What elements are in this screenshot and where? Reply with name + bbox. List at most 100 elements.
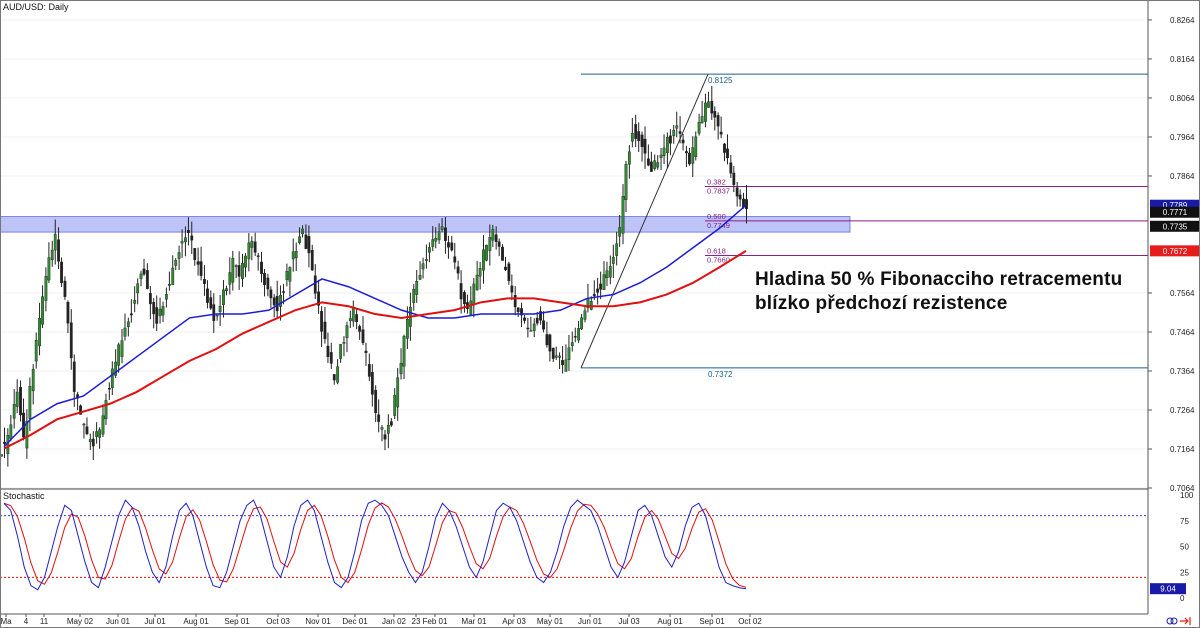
candle-body: [634, 124, 638, 139]
candle-body: [180, 241, 184, 244]
candle-body: [507, 263, 511, 282]
candle-body: [298, 236, 301, 243]
candle-body: [456, 266, 460, 274]
candle-body: [145, 270, 149, 289]
candle-body: [434, 238, 438, 242]
candle-body: [440, 226, 444, 230]
grid: [0, 19, 1148, 489]
candle-body: [209, 297, 213, 309]
candle-body: [377, 414, 381, 422]
candles: [0, 85, 748, 467]
candle-body: [367, 364, 371, 377]
candle-body: [523, 317, 526, 321]
candle-body: [91, 438, 95, 447]
candle-body: [136, 283, 140, 294]
time-tick-label: Jun 01: [578, 617, 603, 626]
candle-body: [355, 314, 359, 322]
fib-price-label: 0.7749: [707, 221, 730, 230]
price-badge-label: 0.7672: [1163, 247, 1188, 256]
candle-body: [177, 252, 181, 259]
candle-body: [57, 239, 60, 262]
price-axis[interactable]: 0.8264 0.8164 0.8064 0.7964 0.7864 0.7564 0.74…: [1147, 0, 1195, 614]
candle-body: [98, 429, 102, 438]
candle-body: [627, 151, 631, 165]
candle-body: [364, 350, 368, 353]
price-badge: [1150, 206, 1200, 218]
candle-body: [190, 235, 194, 241]
candle-body: [114, 361, 118, 376]
candle-body: [668, 135, 672, 144]
candle-body: [643, 138, 647, 154]
time-axis[interactable]: Ma 4 11 May 02 Jun 01 Jul 01 Aug 01 Sep 01 Oct 0…: [0, 613, 1148, 626]
candle-body: [513, 295, 517, 308]
candle-body: [640, 134, 644, 148]
stochastic-panel: 100 75 50 25 0 9.04: [0, 488, 1194, 603]
candle-body: [107, 388, 111, 390]
candle-body: [608, 266, 612, 278]
candle-body: [469, 300, 473, 315]
candle-body: [50, 249, 54, 261]
candle-body: [69, 322, 73, 359]
axis-tick-label: 0.8264: [1170, 16, 1195, 25]
candle-body: [171, 267, 175, 285]
arrow-icon[interactable]: [1180, 617, 1191, 625]
fib-ratio-label: 0.500: [707, 212, 726, 221]
candle-body: [713, 111, 717, 118]
time-tick-label: Aug 01: [183, 617, 209, 626]
candle-body: [691, 147, 695, 164]
candle-body: [386, 425, 390, 434]
candle-body: [241, 263, 244, 279]
candle-body: [164, 294, 168, 300]
candle-body: [47, 257, 51, 281]
axis-tick-label: 0.7464: [1170, 328, 1195, 337]
candle-body: [301, 228, 304, 235]
candle-body: [101, 415, 105, 435]
candle-body: [482, 249, 485, 271]
candle-body: [510, 285, 514, 293]
candle-body: [323, 321, 327, 340]
candle-body: [282, 291, 285, 293]
candle-body: [716, 115, 720, 127]
candle-body: [358, 326, 362, 332]
candle-body: [361, 329, 365, 343]
candle-body: [732, 172, 736, 185]
price-badge: [1150, 245, 1200, 257]
candle-body: [688, 152, 691, 165]
candle-body: [19, 387, 22, 416]
candle-body: [279, 295, 282, 307]
candle-body: [342, 342, 346, 344]
candle-body: [580, 317, 584, 330]
candle-body: [126, 321, 130, 327]
candle-body: [285, 271, 289, 280]
ma-red-line: [3, 250, 747, 450]
candle-body: [332, 374, 336, 381]
candle-body: [738, 194, 742, 200]
candle-body: [437, 231, 441, 241]
candle-body: [31, 369, 35, 392]
candle-body: [450, 242, 454, 251]
candle-body: [700, 116, 704, 124]
candle-body: [155, 307, 159, 324]
time-tick-label: Jul 01: [144, 617, 166, 626]
candle-body: [475, 274, 479, 291]
candle-body: [206, 288, 209, 303]
candle-body: [570, 342, 574, 347]
candle-body: [161, 306, 165, 316]
candle-body: [463, 292, 466, 305]
candle-body: [320, 310, 323, 332]
candle-body: [199, 261, 203, 276]
candle-body: [25, 420, 29, 449]
eye-icon[interactable]: [1166, 617, 1178, 625]
candle-body: [592, 294, 596, 297]
fib-price-label: 0.7660: [707, 256, 730, 265]
candle-body: [412, 288, 416, 303]
time-tick-label: Jun 01: [106, 617, 131, 626]
time-tick-label: 11: [40, 617, 49, 626]
candle-body: [485, 244, 488, 261]
candle-body: [497, 241, 501, 247]
candle-body: [82, 423, 86, 426]
annotation-line-2: blízko předchozí rezistence: [755, 293, 1008, 314]
candle-body: [710, 100, 714, 114]
